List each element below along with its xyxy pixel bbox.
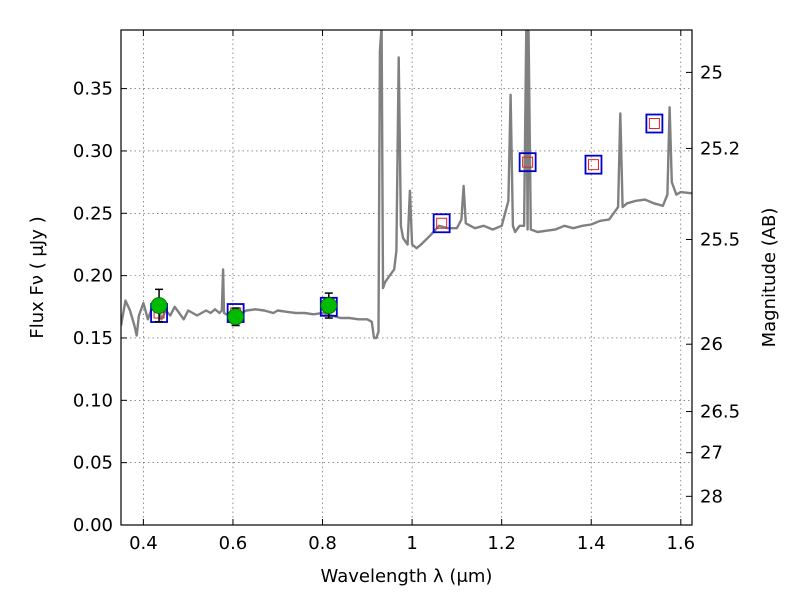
y-axis-title-left: Flux Fν ( μJy ): [27, 216, 48, 338]
y-tick-label: 0.25: [73, 203, 113, 224]
y-tick-label: 0.10: [73, 390, 113, 411]
x-axis-title: Wavelength λ (μm): [321, 566, 493, 587]
y-tick-label: 0.35: [73, 79, 113, 100]
right-tick-label: 26.5: [700, 402, 740, 423]
observed-point: [320, 297, 338, 314]
model-point-inner: [587, 159, 599, 171]
y-tick-label: 0.20: [73, 266, 113, 287]
y-tick-label: 0.30: [73, 141, 113, 162]
model-point-square: [432, 213, 451, 234]
y-axis-title-right: Magnitude (AB): [759, 208, 780, 348]
y-axis-left: 0.00 0.05 0.10 0.15 0.20 0.25 0.30 0.35: [73, 79, 127, 536]
x-tick-label: 1.6: [666, 533, 695, 554]
model-point-square: [518, 152, 537, 173]
model-point-inner: [648, 118, 660, 130]
observed-point: [227, 308, 245, 326]
x-tick-label: 0.6: [219, 533, 248, 554]
right-tick-label: 25.5: [700, 229, 740, 250]
x-tick-label: 0.4: [129, 533, 158, 554]
x-tick-label: 1: [406, 533, 417, 554]
y-axis-right: 25 25.2 25.5 26 26.5 27 28: [686, 62, 740, 507]
y-tick-label: 0.00: [73, 515, 113, 536]
observed-point: [150, 297, 168, 314]
right-tick-label: 26: [700, 334, 723, 355]
model-point-inner: [522, 156, 534, 168]
model-point-inner: [436, 217, 448, 229]
x-tick-label: 1.2: [487, 533, 516, 554]
x-tick-label: 1.4: [577, 533, 606, 554]
plot-frame: [120, 29, 693, 526]
x-tick-label: 0.8: [308, 533, 337, 554]
x-axis: 0.4 0.6 0.8 1 1.2 1.4 1.6: [129, 30, 695, 554]
y-tick-label: 0.05: [73, 453, 113, 474]
right-tick-label: 27: [700, 443, 723, 464]
grid-layer: [121, 30, 692, 526]
y-tick-label: 0.15: [73, 328, 113, 349]
right-tick-label: 28: [700, 486, 723, 507]
right-tick-label: 25.2: [700, 138, 740, 159]
right-tick-label: 25: [700, 62, 723, 83]
model-point-square: [584, 154, 603, 175]
spectrum-line: [121, 30, 692, 340]
model-point-square: [645, 113, 664, 134]
plot-content: [121, 30, 692, 340]
